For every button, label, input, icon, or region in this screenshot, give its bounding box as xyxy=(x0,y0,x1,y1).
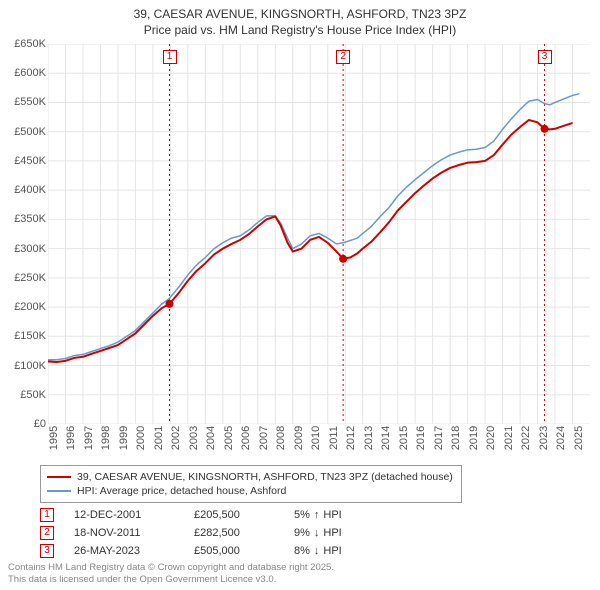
plot-svg xyxy=(48,44,590,424)
legend-row-0: 39, CAESAR AVENUE, KINGSNORTH, ASHFORD, … xyxy=(47,470,455,484)
chart-container: 39, CAESAR AVENUE, KINGSNORTH, ASHFORD, … xyxy=(0,0,600,590)
legend-swatch-0 xyxy=(47,476,71,478)
footer-line-2: This data is licensed under the Open Gov… xyxy=(8,574,334,586)
annotation-row: 2 18-NOV-2011£282,5009% HPI xyxy=(40,524,384,542)
x-tick-label: 2007 xyxy=(258,426,270,450)
y-tick-label: £250K xyxy=(2,272,46,284)
x-tick-label: 2021 xyxy=(503,426,515,450)
x-tick-label: 2004 xyxy=(205,426,217,450)
y-tick-label: £150K xyxy=(2,330,46,342)
annotation-price: £505,000 xyxy=(194,545,294,557)
x-tick-label: 2016 xyxy=(415,426,427,450)
annotation-date: 26-MAY-2023 xyxy=(74,545,194,557)
x-tick-label: 2012 xyxy=(345,426,357,450)
x-tick-label: 2013 xyxy=(363,426,375,450)
y-tick-label: £450K xyxy=(2,155,46,167)
y-tick-label: £500K xyxy=(2,126,46,138)
arrow-up-icon xyxy=(314,509,320,521)
legend-label-0: 39, CAESAR AVENUE, KINGSNORTH, ASHFORD, … xyxy=(77,471,453,483)
x-tick-label: 2009 xyxy=(293,426,305,450)
x-tick-label: 1995 xyxy=(48,426,60,450)
x-tick-label: 2001 xyxy=(153,426,165,450)
x-tick-label: 2005 xyxy=(223,426,235,450)
x-tick-label: 2017 xyxy=(433,426,445,450)
annotation-delta-pct: 5% xyxy=(294,509,310,521)
annotation-date: 18-NOV-2011 xyxy=(74,527,194,539)
x-tick-label: 1998 xyxy=(100,426,112,450)
x-tick-label: 2020 xyxy=(485,426,497,450)
footer: Contains HM Land Registry data © Crown c… xyxy=(8,562,334,586)
arrow-down-icon xyxy=(314,545,320,557)
x-tick-label: 2019 xyxy=(468,426,480,450)
legend-swatch-1 xyxy=(47,490,71,492)
y-tick-label: £550K xyxy=(2,96,46,108)
footer-line-1: Contains HM Land Registry data © Crown c… xyxy=(8,562,334,574)
title-line-2: Price paid vs. HM Land Registry's House … xyxy=(0,22,600,38)
annotation-date: 12-DEC-2001 xyxy=(74,509,194,521)
x-tick-label: 2023 xyxy=(538,426,550,450)
legend-row-1: HPI: Average price, detached house, Ashf… xyxy=(47,484,455,498)
y-tick-label: £650K xyxy=(2,38,46,50)
x-tick-label: 2006 xyxy=(240,426,252,450)
annotation-price: £282,500 xyxy=(194,527,294,539)
marker-box-2: 2 xyxy=(336,50,350,64)
x-tick-label: 2011 xyxy=(328,426,340,450)
x-tick-label: 1999 xyxy=(118,426,130,450)
y-tick-label: £600K xyxy=(2,67,46,79)
x-tick-label: 2022 xyxy=(520,426,532,450)
x-tick-label: 2003 xyxy=(188,426,200,450)
x-tick-label: 2008 xyxy=(275,426,287,450)
y-tick-label: £400K xyxy=(2,184,46,196)
x-tick-label: 2000 xyxy=(135,426,147,450)
x-tick-label: 2024 xyxy=(555,426,567,450)
x-tick-label: 2015 xyxy=(398,426,410,450)
arrow-down-icon xyxy=(314,527,320,539)
legend-label-1: HPI: Average price, detached house, Ashf… xyxy=(77,485,286,497)
chart-area xyxy=(48,44,590,424)
annotation-num: 3 xyxy=(40,544,54,558)
y-tick-label: £50K xyxy=(2,389,46,401)
annotation-row: 3 26-MAY-2023£505,0008% HPI xyxy=(40,542,384,560)
y-tick-label: £0 xyxy=(2,418,46,430)
x-tick-label: 2018 xyxy=(450,426,462,450)
x-tick-label: 2002 xyxy=(170,426,182,450)
annotation-delta-vs: HPI xyxy=(323,545,341,557)
y-tick-label: £200K xyxy=(2,301,46,313)
y-tick-label: £350K xyxy=(2,213,46,225)
annotation-row: 1 12-DEC-2001£205,5005% HPI xyxy=(40,506,384,524)
annotation-delta: 5% HPI xyxy=(294,509,384,521)
annotation-delta: 9% HPI xyxy=(294,527,384,539)
title-block: 39, CAESAR AVENUE, KINGSNORTH, ASHFORD, … xyxy=(0,0,600,38)
marker-box-3: 3 xyxy=(538,50,552,64)
title-line-1: 39, CAESAR AVENUE, KINGSNORTH, ASHFORD, … xyxy=(0,6,600,22)
x-tick-label: 1996 xyxy=(65,426,77,450)
annotation-delta-pct: 9% xyxy=(294,527,310,539)
x-tick-label: 2014 xyxy=(380,426,392,450)
legend-box: 39, CAESAR AVENUE, KINGSNORTH, ASHFORD, … xyxy=(40,465,462,503)
annotation-table: 1 12-DEC-2001£205,5005% HPI 2 18-NOV-2011£2… xyxy=(40,506,384,560)
y-tick-label: £100K xyxy=(2,360,46,372)
y-tick-label: £300K xyxy=(2,243,46,255)
annotation-delta-pct: 8% xyxy=(294,545,310,557)
annotation-delta: 8% HPI xyxy=(294,545,384,557)
x-tick-label: 2010 xyxy=(310,426,322,450)
annotation-delta-vs: HPI xyxy=(323,527,341,539)
x-tick-label: 1997 xyxy=(83,426,95,450)
marker-box-1: 1 xyxy=(163,50,177,64)
annotation-price: £205,500 xyxy=(194,509,294,521)
annotation-num: 1 xyxy=(40,508,54,522)
annotation-delta-vs: HPI xyxy=(323,509,341,521)
annotation-num: 2 xyxy=(40,526,54,540)
x-tick-label: 2025 xyxy=(573,426,585,450)
